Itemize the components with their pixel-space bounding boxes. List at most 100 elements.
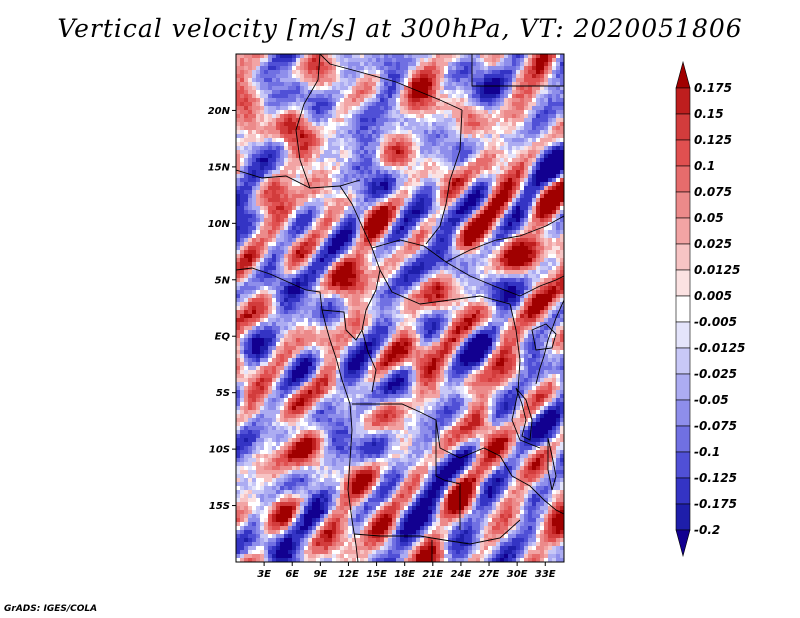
field-cell <box>364 274 368 278</box>
field-cell <box>492 222 496 226</box>
velocity-field <box>236 54 564 562</box>
field-cell <box>332 98 336 102</box>
field-cell <box>520 214 524 218</box>
field-cell <box>560 162 564 166</box>
field-cell <box>320 154 324 158</box>
field-cell <box>424 222 428 226</box>
field-cell <box>472 294 476 298</box>
field-cell <box>276 174 280 178</box>
field-cell <box>292 126 296 130</box>
field-cell <box>488 258 492 262</box>
field-cell <box>348 270 352 274</box>
field-cell <box>348 54 352 58</box>
field-cell <box>236 142 240 146</box>
field-cell <box>328 126 332 130</box>
field-cell <box>284 294 288 298</box>
field-cell <box>360 242 364 246</box>
field-cell <box>388 266 392 270</box>
field-cell <box>516 122 520 126</box>
field-cell <box>252 158 256 162</box>
field-cell <box>480 82 484 86</box>
field-cell <box>396 74 400 78</box>
field-cell <box>268 222 272 226</box>
field-cell <box>492 234 496 238</box>
field-cell <box>308 214 312 218</box>
field-cell <box>552 254 556 258</box>
field-cell <box>396 242 400 246</box>
field-cell <box>560 146 564 150</box>
field-cell <box>404 86 408 90</box>
field-cell <box>396 114 400 118</box>
field-cell <box>376 234 380 238</box>
field-cell <box>296 290 300 294</box>
field-cell <box>344 202 348 206</box>
field-cell <box>304 106 308 110</box>
field-cell <box>560 86 564 90</box>
field-cell <box>536 182 540 186</box>
field-cell <box>480 274 484 278</box>
field-cell <box>344 198 348 202</box>
field-cell <box>452 118 456 122</box>
field-cell <box>360 170 364 174</box>
field-cell <box>524 174 528 178</box>
field-cell <box>312 254 316 258</box>
field-cell <box>500 86 504 90</box>
field-cell <box>424 198 428 202</box>
field-cell <box>244 142 248 146</box>
field-cell <box>296 70 300 74</box>
field-cell <box>524 218 528 222</box>
field-cell <box>248 238 252 242</box>
field-cell <box>328 206 332 210</box>
field-cell <box>472 198 476 202</box>
field-cell <box>448 234 452 238</box>
field-cell <box>448 62 452 66</box>
field-cell <box>240 190 244 194</box>
field-cell <box>548 202 552 206</box>
field-cell <box>396 102 400 106</box>
field-cell <box>240 294 244 298</box>
field-cell <box>336 202 340 206</box>
field-cell <box>532 122 536 126</box>
field-cell <box>412 54 416 58</box>
field-cell <box>260 126 264 130</box>
field-cell <box>384 154 388 158</box>
field-cell <box>520 270 524 274</box>
field-cell <box>436 74 440 78</box>
field-cell <box>364 266 368 270</box>
field-cell <box>252 162 256 166</box>
field-cell <box>500 290 504 294</box>
field-cell <box>352 282 356 286</box>
field-cell <box>252 134 256 138</box>
field-cell <box>236 234 240 238</box>
field-cell <box>544 122 548 126</box>
field-cell <box>248 286 252 290</box>
field-cell <box>268 62 272 66</box>
field-cell <box>408 282 412 286</box>
field-cell <box>392 202 396 206</box>
field-cell <box>436 118 440 122</box>
field-cell <box>488 66 492 70</box>
field-cell <box>388 250 392 254</box>
field-cell <box>424 210 428 214</box>
field-cell <box>248 262 252 266</box>
field-cell <box>524 190 528 194</box>
field-cell <box>308 190 312 194</box>
field-cell <box>560 258 564 262</box>
field-cell <box>496 170 500 174</box>
field-cell <box>508 258 512 262</box>
field-cell <box>240 270 244 274</box>
field-cell <box>468 222 472 226</box>
field-cell <box>500 90 504 94</box>
field-cell <box>244 234 248 238</box>
field-cell <box>344 86 348 90</box>
field-cell <box>316 158 320 162</box>
field-cell <box>528 210 532 214</box>
field-cell <box>356 114 360 118</box>
field-cell <box>508 242 512 246</box>
field-cell <box>404 142 408 146</box>
field-cell <box>560 270 564 274</box>
field-cell <box>404 66 408 70</box>
field-cell <box>372 170 376 174</box>
field-cell <box>492 78 496 82</box>
field-cell <box>400 162 404 166</box>
